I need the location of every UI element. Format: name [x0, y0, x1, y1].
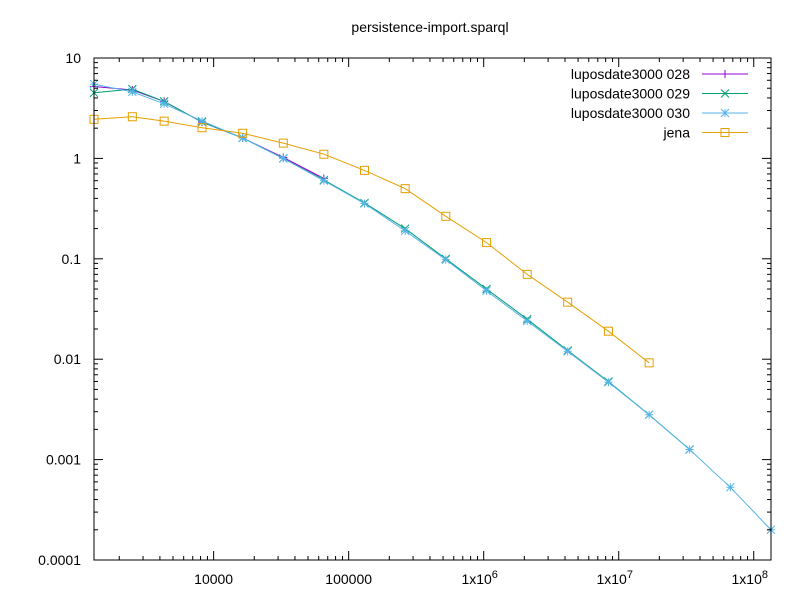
data-point — [603, 326, 613, 336]
x-tick-label: 1x108 — [732, 569, 768, 587]
y-tick-label: 0.001 — [46, 452, 81, 468]
series-line — [93, 88, 690, 450]
data-point — [644, 410, 654, 420]
x-tick-label: 1x107 — [596, 569, 632, 587]
data-point — [319, 149, 329, 159]
x-tick-exponent: 6 — [492, 569, 498, 581]
legend-entry: luposdate3000 030 — [571, 105, 748, 121]
y-tick-label: 0.1 — [62, 251, 82, 267]
data-point — [278, 138, 288, 148]
legend-entry: luposdate3000 029 — [571, 86, 748, 102]
legend-entry: luposdate3000 028 — [571, 66, 748, 82]
series-jena — [89, 112, 654, 368]
legend-label: luposdate3000 029 — [571, 86, 690, 102]
legend: luposdate3000 028 luposdate3000 029 luposd… — [571, 66, 748, 141]
legend-label: luposdate3000 028 — [571, 66, 690, 82]
data-point — [644, 358, 654, 368]
data-point — [563, 297, 573, 307]
legend-marker — [720, 108, 730, 118]
legend-marker — [720, 128, 730, 137]
data-point — [441, 211, 451, 221]
series-line — [93, 83, 772, 531]
x-tick-exponent: 7 — [627, 569, 633, 581]
data-point — [159, 99, 169, 109]
data-point — [159, 116, 169, 126]
data-point — [482, 286, 491, 296]
y-tick-label: 10 — [65, 50, 81, 66]
data-point — [238, 128, 248, 138]
x-tick-label: 100000 — [325, 571, 372, 587]
chart-title: persistence-import.sparql — [351, 19, 508, 35]
data-point — [278, 154, 288, 163]
data-point — [725, 482, 735, 492]
data-point — [400, 184, 410, 194]
data-point — [319, 176, 329, 186]
data-point — [482, 238, 492, 248]
data-point — [238, 133, 248, 143]
data-point — [197, 123, 207, 133]
data-point — [400, 226, 410, 236]
data-point — [522, 269, 532, 279]
data-point — [441, 255, 451, 265]
data-point — [522, 316, 532, 326]
x-tick-label: 10000 — [194, 571, 233, 587]
series-line — [93, 116, 650, 364]
data-point — [197, 116, 207, 126]
data-point — [360, 199, 369, 208]
y-tick-label: 0.01 — [54, 351, 81, 367]
plot-frame — [93, 57, 772, 561]
data-point — [127, 87, 137, 97]
y-tick-label: 0.0001 — [38, 552, 81, 568]
data-point — [360, 165, 370, 175]
legend-marker — [721, 70, 729, 78]
x-tick-exponent: 8 — [762, 569, 768, 581]
y-tick-label: 1 — [73, 150, 81, 166]
plot-marks — [89, 79, 776, 535]
legend-label: luposdate3000 030 — [571, 105, 690, 121]
legend-entry: jena — [663, 125, 748, 141]
data-point — [604, 377, 613, 387]
data-point — [563, 346, 573, 356]
data-point — [127, 112, 137, 122]
data-point — [685, 445, 694, 454]
legend-marker — [720, 89, 730, 98]
series-luposdate3000-030 — [89, 79, 776, 535]
x-tick-label: 1x106 — [461, 569, 497, 587]
axes: 0.0001 0.001 0.01 0.1 1 10 10000 100000 1x106 1x1… — [38, 50, 771, 587]
legend-label: jena — [663, 125, 691, 141]
